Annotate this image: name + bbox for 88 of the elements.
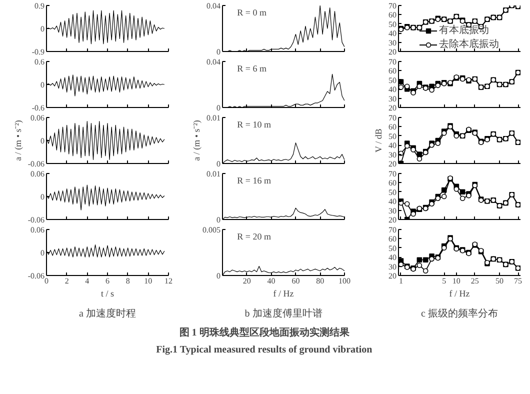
y-tick-label: -0.9 <box>32 48 45 56</box>
y-tick-label: 30 <box>388 38 396 48</box>
x-tick-label: 25 <box>470 276 479 286</box>
y-tick-label: 0.06 <box>30 226 44 234</box>
y-tick-label: 50 <box>388 132 396 141</box>
y-axis-title: V / dB <box>374 128 384 152</box>
y-tick-label: 40 <box>388 85 396 94</box>
y-tick-label: -0.6 <box>32 104 45 112</box>
y-tick-label: 70 <box>388 58 396 66</box>
annotation: R = 10 m <box>237 119 271 130</box>
y-tick-label: 40 <box>388 197 396 206</box>
y-tick-label: 60 <box>388 234 396 244</box>
y-tick-label: 0.06 <box>30 170 44 178</box>
y-tick-label: 0.9 <box>34 2 44 10</box>
y-tick-label: 70 <box>388 170 396 178</box>
y-tick-label: 70 <box>388 2 396 10</box>
y-axis-title: a / (m • s⁻²) <box>192 120 202 161</box>
y-tick-label: -0.06 <box>28 216 45 224</box>
y-tick-label: 30 <box>388 262 396 272</box>
y-tick-label: 0 <box>40 248 44 258</box>
y-tick-label: 0.01 <box>206 170 220 178</box>
y-tick-label: 70 <box>388 114 396 122</box>
y-tick-label: 0.01 <box>206 114 220 122</box>
caption: Fig.1 Typical measured results of ground vibration <box>156 344 373 356</box>
x-tick-label: 8 <box>126 276 130 286</box>
caption: 图 1 明珠线典型区段地面振动实测结果 <box>179 326 350 338</box>
annotation: R = 6 m <box>237 63 266 74</box>
y-tick-label: 30 <box>388 150 396 160</box>
y-tick-label: 0 <box>216 104 220 112</box>
y-tick-label: 60 <box>388 66 396 76</box>
y-tick-label: 0 <box>40 24 44 34</box>
y-tick-label: 30 <box>388 94 396 104</box>
text: c 振级的频率分布 <box>421 308 498 320</box>
x-tick-label: 20 <box>242 276 251 286</box>
x-tick-label: 50 <box>496 276 504 286</box>
y-tick-label: 40 <box>388 29 396 38</box>
x-tick-label: 12 <box>164 276 172 286</box>
x-tick-label: 80 <box>316 276 324 286</box>
y-tick-label: 0 <box>216 216 220 224</box>
y-tick-label: 0 <box>216 160 220 168</box>
text: a 加速度时程 <box>79 308 136 320</box>
y-tick-label: 60 <box>388 178 396 188</box>
annotation: R = 0 m <box>237 7 266 18</box>
x-tick-label: 40 <box>267 276 276 286</box>
x-tick-label: 6 <box>106 276 110 286</box>
x-axis-title: t / s <box>101 288 114 298</box>
y-axis-title: a / (m • s⁻²) <box>12 120 23 161</box>
y-tick-label: 20 <box>388 160 396 168</box>
y-tick-label: -0.06 <box>28 272 45 280</box>
y-tick-label: 0.6 <box>34 58 44 66</box>
y-tick-label: 20 <box>388 48 396 56</box>
x-tick-label: 4 <box>85 276 90 286</box>
y-tick-label: 60 <box>388 122 396 132</box>
y-tick-label: 50 <box>388 244 396 253</box>
y-tick-label: 0.04 <box>206 2 220 10</box>
x-tick-label: 10 <box>452 276 460 286</box>
y-tick-label: 0.005 <box>202 226 220 234</box>
y-tick-label: 30 <box>388 206 396 216</box>
y-tick-label: 0.06 <box>30 114 44 122</box>
legend-label: 有本底振动 <box>439 24 489 37</box>
y-tick-label: 40 <box>388 253 396 262</box>
x-tick-label: 1 <box>398 276 403 286</box>
legend-label: 去除本底振动 <box>439 38 499 51</box>
y-tick-label: -0.06 <box>28 160 45 168</box>
x-tick-label: 10 <box>144 276 152 286</box>
y-tick-label: 50 <box>388 20 396 29</box>
y-tick-label: 50 <box>388 76 396 85</box>
x-tick-label: 75 <box>514 276 522 286</box>
x-tick-label: 5 <box>442 276 446 286</box>
annotation: R = 20 m <box>237 231 271 242</box>
y-tick-label: 40 <box>388 141 396 150</box>
text: b 加速度傅里叶谱 <box>244 308 322 320</box>
y-tick-label: 0 <box>40 80 44 90</box>
y-tick-label: 20 <box>388 104 396 112</box>
x-tick-label: 100 <box>338 276 350 286</box>
y-tick-label: 50 <box>388 188 396 197</box>
x-axis-title: f / Hz <box>449 288 470 298</box>
x-axis-title: f / Hz <box>273 288 294 298</box>
y-tick-label: 20 <box>388 216 396 224</box>
annotation: R = 16 m <box>237 175 271 186</box>
y-tick-label: 60 <box>388 10 396 20</box>
x-tick-label: 60 <box>292 276 300 286</box>
y-tick-label: 0 <box>40 192 44 202</box>
y-tick-label: 0 <box>40 136 44 146</box>
y-tick-label: 0 <box>216 48 220 56</box>
y-tick-label: 0.04 <box>206 58 220 66</box>
x-tick-label: 2 <box>64 276 69 286</box>
y-tick-label: 70 <box>388 226 396 234</box>
